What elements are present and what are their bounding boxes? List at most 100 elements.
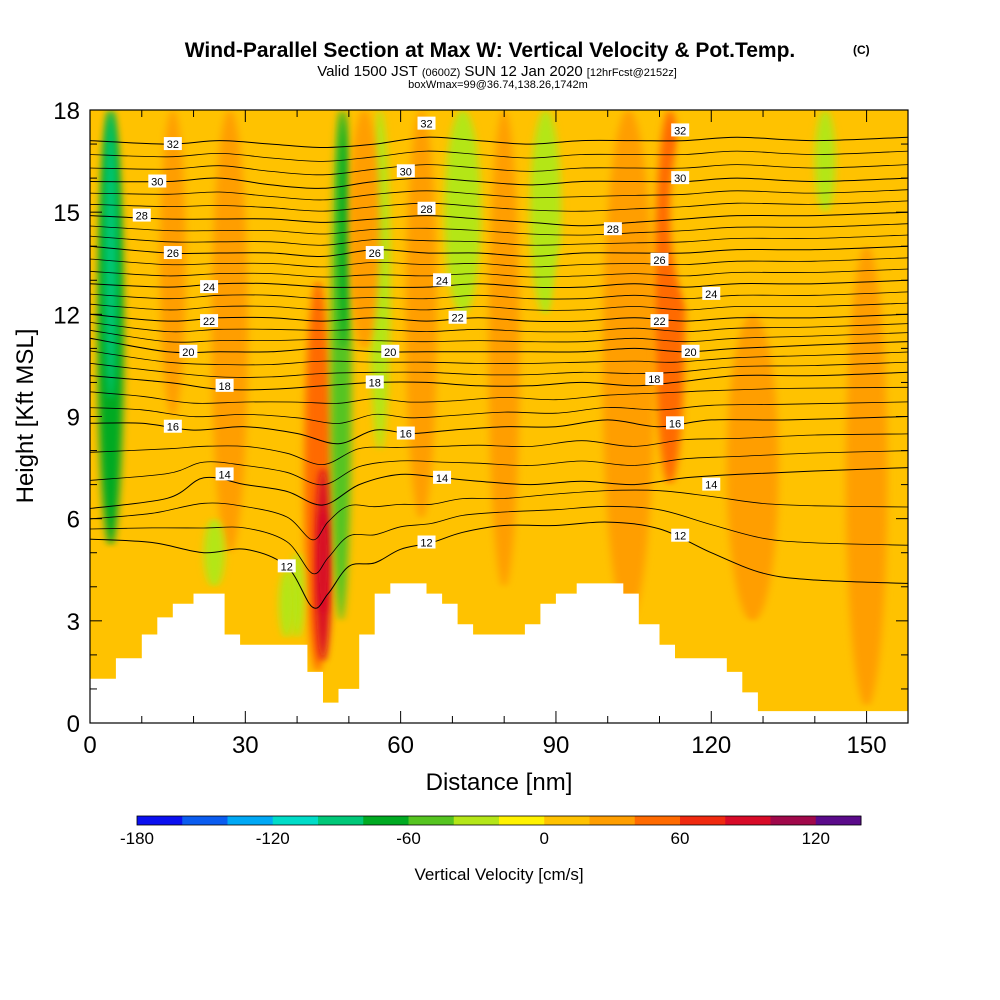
svg-text:12: 12	[674, 531, 686, 543]
colorbar-swatch-12	[680, 816, 726, 825]
svg-text:30: 30	[151, 177, 163, 189]
contour-label-21: 18	[215, 378, 234, 393]
colorbar-tick-label: -120	[256, 829, 290, 848]
contour-label-22: 18	[365, 375, 384, 389]
svg-text:18: 18	[369, 377, 381, 389]
plot-area: 32 32 32 30 30 30 28 28 28 26 26 26 24 24 24 22 22 22 20 20…	[90, 110, 908, 723]
contour-label-24: 16	[163, 419, 182, 434]
theta-contour-22	[90, 313, 908, 323]
colorbar-swatch-5	[363, 816, 409, 825]
svg-text:14: 14	[705, 480, 717, 492]
theta-contour-minor-14-1	[90, 433, 908, 466]
svg-text:20: 20	[384, 347, 396, 359]
w-feature-22	[669, 110, 732, 315]
w-feature-17	[602, 110, 655, 621]
theta-contour-minor-24-0	[90, 268, 908, 278]
colorbar-tick-label: 120	[802, 829, 830, 848]
x-tick-label: 0	[83, 732, 96, 759]
svg-text:30: 30	[674, 173, 686, 185]
svg-text:16: 16	[400, 429, 412, 441]
colorbar-swatch-15	[815, 816, 862, 825]
y-tick-label: 6	[67, 507, 80, 534]
colorbar-swatch-13	[725, 816, 771, 825]
y-axis-label: Height [Kft MSL]	[12, 329, 39, 504]
w-feature-16	[550, 246, 582, 519]
contour-label-16: 22	[448, 310, 467, 325]
axes: 0 30 60 90 120 150 0 3 6 9 12 15 18	[53, 98, 908, 759]
contour-label-7: 28	[417, 201, 436, 216]
valid-time: Valid 1500 JST	[317, 63, 418, 80]
theta-contour-24	[90, 279, 908, 289]
theta-contour-minor-16-0	[90, 401, 908, 424]
theta-contour-16	[90, 416, 908, 445]
w-feature-3	[211, 110, 248, 553]
w-feature-6	[318, 511, 328, 615]
w-feature-20	[845, 246, 888, 706]
x-tick-label: 90	[543, 732, 570, 759]
contour-label-26: 16	[666, 416, 685, 430]
w-feature-23	[814, 110, 836, 213]
contour-label-8: 28	[603, 222, 622, 236]
w-feature-1	[104, 110, 117, 400]
svg-text:22: 22	[203, 316, 215, 328]
theta-contour-20	[90, 337, 908, 354]
colorbar-swatch-8	[499, 816, 545, 825]
theta-contour-minor-22-0	[90, 302, 908, 311]
chart-title: Wind-Parallel Section at Max W: Vertical…	[185, 39, 796, 62]
x-tick-label: 30	[232, 732, 259, 759]
theta-contour-minor-28-0	[90, 200, 908, 212]
contour-label-28: 14	[433, 470, 452, 485]
contour-label-19: 20	[381, 344, 400, 359]
svg-text:14: 14	[436, 473, 448, 485]
contour-label-14: 24	[702, 286, 721, 301]
terrain-mask	[90, 583, 908, 723]
copyright-mark: (C)	[853, 43, 870, 57]
colorbar-tick-label: -60	[396, 829, 421, 848]
valid-date: SUN 12 Jan 2020	[464, 63, 582, 80]
theta-contour-minor-26-0	[90, 234, 908, 246]
theta-contour-minor-30-0	[90, 164, 908, 176]
svg-text:20: 20	[684, 347, 696, 359]
colorbar-swatch-9	[544, 816, 590, 825]
theta-contour-minor-20-1	[90, 322, 908, 333]
colorbar-tick-label: 0	[540, 829, 549, 848]
x-tick-label: 150	[847, 732, 887, 759]
svg-text:22: 22	[653, 316, 665, 328]
svg-text:30: 30	[400, 166, 412, 178]
w-feature-14	[488, 110, 520, 587]
contour-label-11: 26	[650, 252, 669, 267]
colorbar-swatch-14	[770, 816, 817, 825]
colorbar-swatch-3	[272, 816, 319, 825]
contour-label-31: 12	[417, 535, 436, 550]
svg-text:32: 32	[674, 125, 686, 137]
svg-text:12: 12	[420, 538, 432, 550]
svg-text:28: 28	[420, 204, 432, 216]
theta-contour-minor-18-0	[90, 361, 908, 378]
colorbar: -180 -120 -60 0 60 120	[120, 815, 862, 848]
contour-label-2: 32	[671, 123, 690, 137]
colorbar-swatch-1	[182, 816, 228, 825]
w-feature-19	[726, 314, 779, 621]
forecast-info: [12hrFcst@2152z]	[587, 67, 677, 79]
theta-contour-32	[90, 136, 908, 149]
contour-labels: 32 32 32 30 30 30 28 28 28 26 26 26 24 24 24 22 22 22 20 20…	[132, 116, 721, 573]
vertical-velocity-field	[97, 110, 888, 706]
colorbar-swatch-11	[634, 816, 681, 825]
theta-contour-minor-22-1	[90, 291, 908, 300]
svg-text:12: 12	[281, 561, 293, 573]
contour-label-30: 12	[277, 559, 296, 573]
colorbar-swatch-2	[227, 816, 274, 825]
contour-label-29: 14	[702, 477, 721, 492]
valid-utc: (0600Z)	[422, 67, 461, 79]
colorbar-frame	[136, 815, 862, 826]
svg-text:24: 24	[436, 275, 448, 287]
contour-label-9: 26	[163, 246, 182, 260]
y-tick-label: 18	[53, 98, 80, 125]
svg-text:16: 16	[167, 422, 179, 434]
colorbar-tick-label: -180	[120, 829, 154, 848]
svg-text:24: 24	[705, 289, 717, 301]
valid-time-line: Valid 1500 JST (0600Z) SUN 12 Jan 2020 [12h…	[317, 63, 677, 80]
svg-text:20: 20	[182, 347, 194, 359]
contour-label-15: 22	[200, 314, 219, 328]
w-feature-8	[339, 110, 349, 349]
